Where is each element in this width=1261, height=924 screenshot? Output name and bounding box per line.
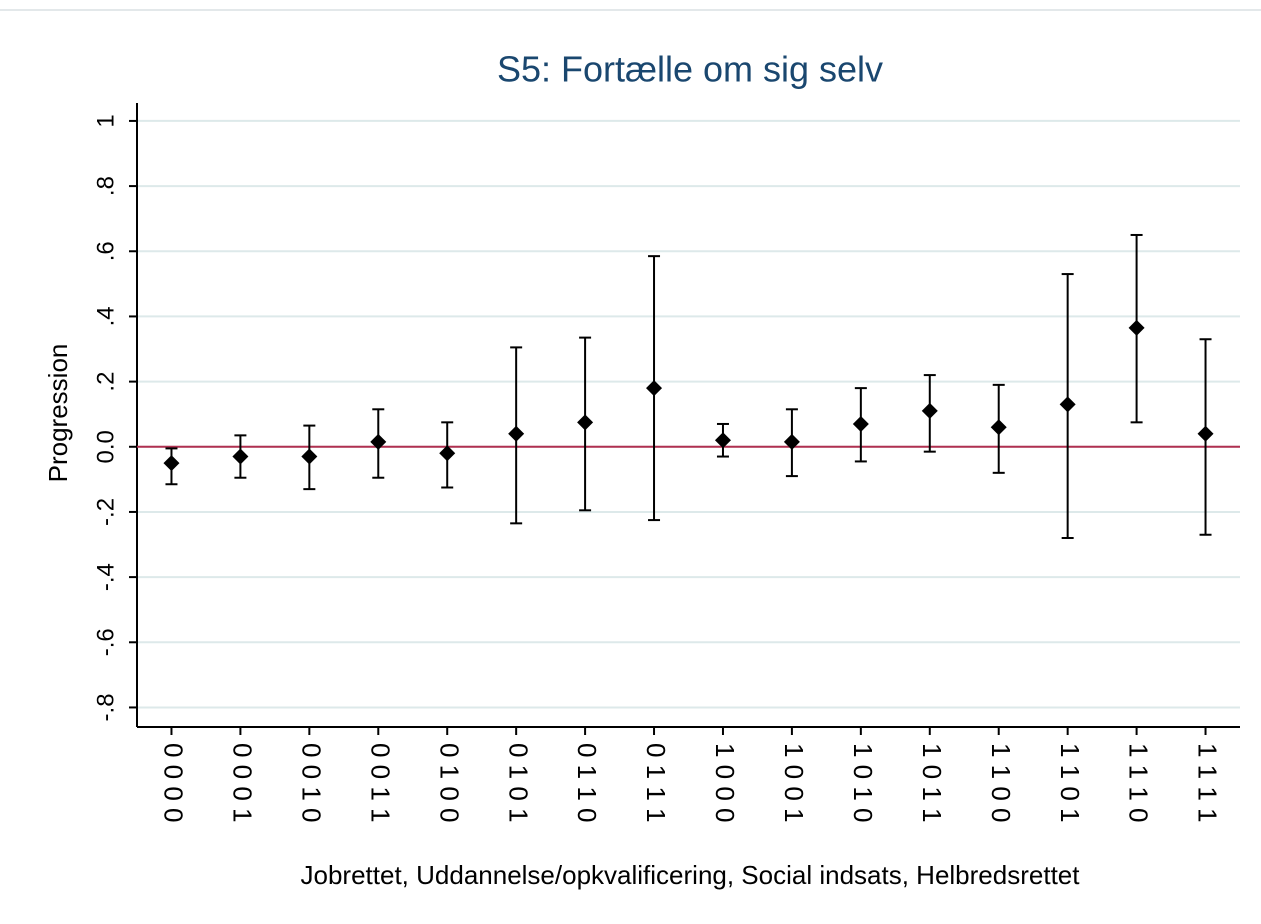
x-tick-label: 0 1 1 1: [641, 743, 671, 823]
point: [1059, 396, 1076, 413]
point: [852, 415, 869, 432]
chart-title: S5: Fortælle om sig selv: [497, 49, 883, 90]
x-tick-label: 1 0 1 0: [848, 743, 878, 823]
y-tick-label: 1: [92, 114, 119, 127]
x-tick-label: 0 1 0 1: [503, 743, 533, 823]
point: [301, 448, 318, 465]
point: [577, 414, 594, 431]
x-tick-label: 0 0 1 0: [296, 743, 326, 823]
x-tick-label: 1 0 1 1: [917, 743, 947, 823]
point: [1128, 319, 1145, 336]
y-tick-label: -.4: [92, 563, 119, 591]
x-tick-label: 0 0 1 1: [365, 743, 395, 823]
point: [714, 432, 731, 449]
y-tick-label: -.8: [92, 693, 119, 721]
x-tick-label: 1 1 0 1: [1055, 743, 1085, 823]
x-tick-label: 1 0 0 0: [710, 743, 740, 823]
x-tick-label: 0 0 0 1: [228, 743, 258, 823]
point: [921, 402, 938, 419]
point: [370, 433, 387, 450]
y-tick-label: -.6: [92, 628, 119, 656]
point: [232, 448, 249, 465]
point: [783, 433, 800, 450]
x-tick-label: 1 1 0 0: [986, 743, 1016, 823]
point: [508, 425, 525, 442]
x-tick-label: 0 0 0 0: [159, 743, 189, 823]
point: [163, 455, 180, 472]
x-tick-label: 0 1 1 0: [572, 743, 602, 823]
y-tick-label: 0.0: [92, 430, 119, 463]
y-tick-label: .4: [92, 306, 119, 326]
y-tick-label: .2: [92, 372, 119, 392]
point: [990, 419, 1007, 436]
x-tick-label: 0 1 0 0: [434, 743, 464, 823]
x-tick-label: 1 1 1 1: [1193, 743, 1223, 823]
point: [646, 380, 663, 397]
y-axis-label: Progression: [43, 344, 73, 483]
x-tick-label: 1 0 0 1: [779, 743, 809, 823]
y-tick-label: .6: [92, 241, 119, 261]
point: [1197, 425, 1214, 442]
point: [439, 445, 456, 462]
y-tick-label: .8: [92, 176, 119, 196]
x-axis-label: Jobrettet, Uddannelse/opkvalificering, S…: [301, 860, 1081, 890]
y-tick-label: -.2: [92, 498, 119, 526]
x-tick-label: 1 1 1 0: [1124, 743, 1154, 823]
